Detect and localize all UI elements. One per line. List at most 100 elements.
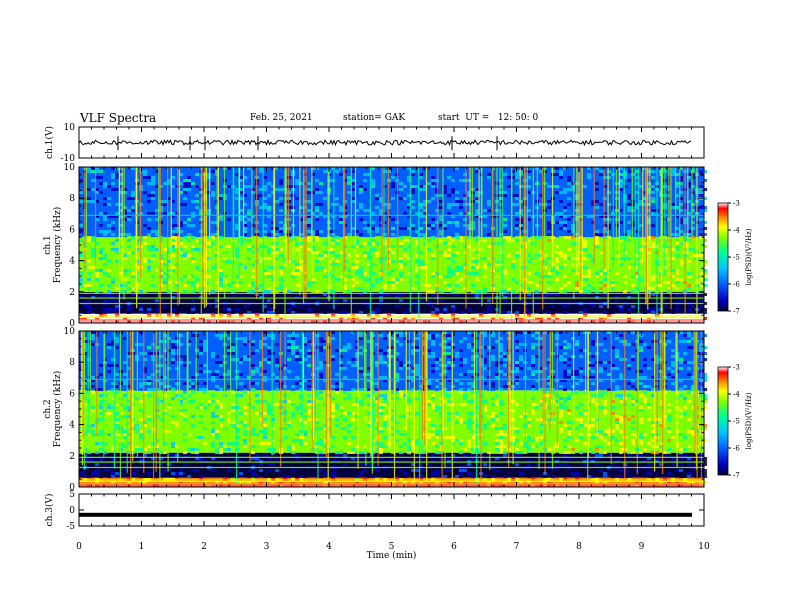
spectrogram-cell: [111, 227, 115, 230]
spectrogram-cell: [359, 349, 363, 352]
spectrogram-cell: [87, 308, 91, 311]
spectrogram-cell: [679, 194, 683, 197]
spectrogram-cell: [603, 287, 607, 290]
spectrogram-cell: [359, 251, 363, 254]
spectrogram-cell: [351, 334, 355, 337]
spectrogram-cell: [451, 346, 455, 349]
spectrogram-cell: [439, 176, 443, 179]
spectrogram-cell: [119, 245, 123, 248]
spectrogram-cell: [427, 343, 431, 346]
spectrogram-cell: [175, 236, 179, 239]
spectrogram-cell: [231, 355, 235, 358]
spectrogram-cell: [431, 179, 435, 182]
spectrogram-cell: [111, 233, 115, 236]
spectrogram-cell: [375, 176, 379, 179]
spectrogram-cell: [151, 257, 155, 260]
spectrogram-cell: [179, 290, 183, 293]
spectrogram-cell: [535, 290, 539, 293]
spectrogram-cell: [239, 209, 243, 212]
spectrogram-cell: [107, 275, 111, 278]
spectrogram-cell: [503, 200, 507, 203]
spectrogram-cell: [503, 346, 507, 349]
spectrogram-cell: [447, 236, 451, 239]
spectrogram-cell: [547, 272, 551, 275]
sferic-streak: [593, 167, 595, 266]
sferic-streak: [670, 167, 672, 310]
spectrogram-cell: [191, 206, 195, 209]
spectrogram-cell: [119, 233, 123, 236]
spectrogram-cell: [631, 340, 635, 343]
spectrogram-cell: [559, 317, 563, 320]
spectrogram-cell: [371, 299, 375, 302]
spectrogram-cell: [299, 245, 303, 248]
spectrogram-cell: [295, 239, 299, 242]
spectrogram-cell: [587, 346, 591, 349]
spectrogram-cell: [291, 334, 295, 337]
spectrogram-cell: [671, 251, 675, 254]
spectrogram-cell: [115, 260, 119, 263]
spectrogram-cell: [595, 200, 599, 203]
spectrogram-cell: [583, 257, 587, 260]
spectrogram-cell: [211, 367, 215, 370]
spectrogram-cell: [363, 269, 367, 272]
spectrogram-cell: [495, 364, 499, 367]
spectrogram-cell: [143, 269, 147, 272]
spectrogram-cell: [627, 182, 631, 185]
spectrogram-cell: [351, 194, 355, 197]
spectrogram-cell: [455, 251, 459, 254]
spectrogram-cell: [507, 203, 511, 206]
spectrogram-cell: [379, 197, 383, 200]
spectrogram-cell: [339, 215, 343, 218]
spectrogram-cell: [555, 260, 559, 263]
spectrogram-cell: [359, 206, 363, 209]
sferic-streak: [205, 167, 208, 307]
spectrogram-cell: [171, 266, 175, 269]
spectrogram-cell: [327, 340, 331, 343]
spectrogram-cell: [211, 376, 215, 379]
sferic-streak: [675, 167, 677, 283]
spectrogram-cell: [451, 191, 455, 194]
spectrogram-cell: [651, 287, 655, 290]
spectrogram-cell: [591, 287, 595, 290]
spectrogram-cell: [499, 272, 503, 275]
spectrogram-cell: [531, 343, 535, 346]
spectrogram-cell: [427, 239, 431, 242]
spectrogram-cell: [367, 212, 371, 215]
spectrogram-cell: [315, 260, 319, 263]
spectrogram-cell: [159, 236, 163, 239]
spectrogram-cell: [179, 343, 183, 346]
spectrogram-cell: [319, 230, 323, 233]
spectrogram-cell: [191, 317, 195, 320]
spectrogram-cell: [623, 221, 627, 224]
spectrogram-cell: [403, 248, 407, 251]
spectrogram-cell: [487, 221, 491, 224]
spectrogram-cell: [295, 287, 299, 290]
spectrogram-cell: [547, 349, 551, 352]
spectrogram-cell: [475, 167, 479, 170]
spectrogram-cell: [147, 251, 151, 254]
spectrogram-cell: [547, 379, 551, 382]
spectrogram-cell: [227, 308, 231, 311]
spectrogram-cell: [383, 266, 387, 269]
spectrogram-cell: [471, 299, 475, 302]
spectrogram-cell: [639, 263, 643, 266]
spectrogram-cell: [359, 191, 363, 194]
spectrogram-cell: [267, 248, 271, 251]
spectrogram-cell: [683, 331, 687, 334]
spectrogram-cell: [615, 287, 619, 290]
spectrogram-cell: [271, 311, 275, 314]
sferic-streak: [551, 167, 554, 269]
spectrogram-cell: [151, 197, 155, 200]
spectrogram-cell: [547, 233, 551, 236]
spectrogram-cell: [647, 257, 651, 260]
spectrogram-cell: [443, 188, 447, 191]
spectrogram-cell: [379, 334, 383, 337]
spectrogram-cell: [235, 284, 239, 287]
spectrogram-cell: [171, 349, 175, 352]
spectrogram-cell: [455, 224, 459, 227]
spectrogram-cell: [431, 197, 435, 200]
spectrogram-cell: [479, 290, 483, 293]
sferic-streak: [647, 167, 649, 310]
spectrogram-cell: [463, 290, 467, 293]
spectrogram-cell: [167, 182, 171, 185]
